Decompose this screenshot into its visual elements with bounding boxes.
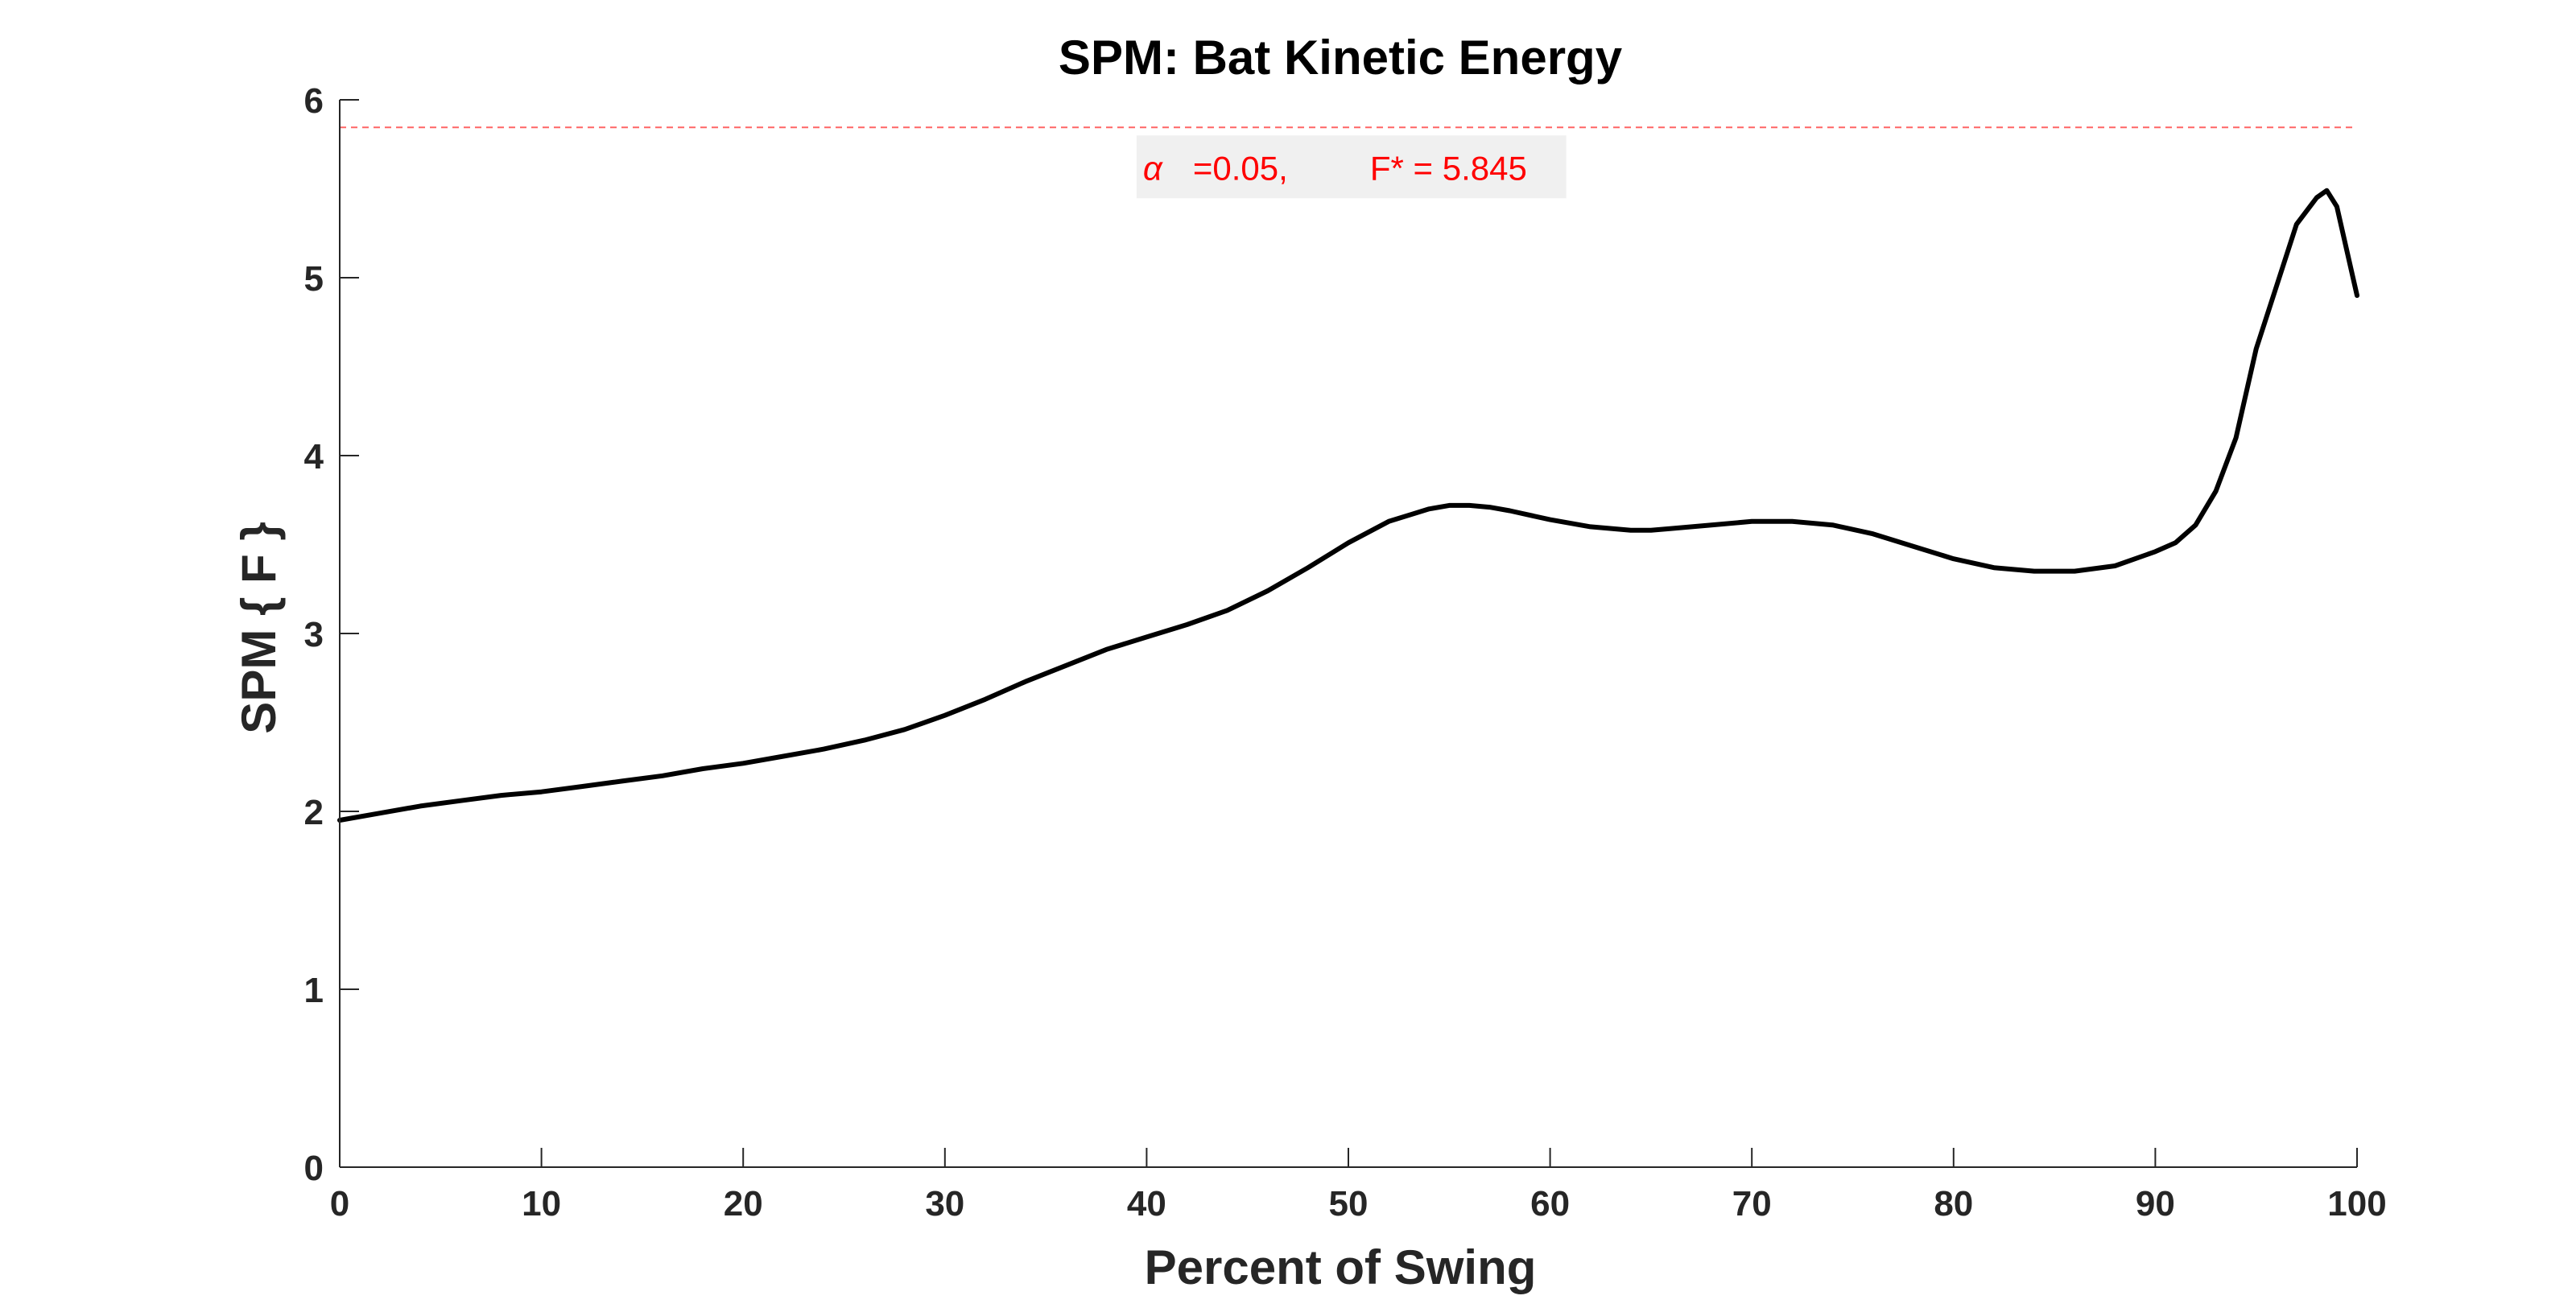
threshold-f-value: F* = 5.845 bbox=[1370, 149, 1527, 187]
x-tick-label: 60 bbox=[1530, 1184, 1570, 1224]
threshold-alpha-value: =0.05, bbox=[1193, 149, 1288, 187]
x-tick-label: 30 bbox=[925, 1184, 964, 1224]
threshold-alpha-symbol: α bbox=[1143, 149, 1163, 187]
x-tick-label: 80 bbox=[1934, 1184, 1973, 1224]
y-tick-label: 6 bbox=[304, 81, 324, 121]
x-tick-label: 10 bbox=[522, 1184, 561, 1224]
threshold-label-background bbox=[1136, 135, 1567, 199]
ticks-group: 0 10 20 30 40 50 60 70 80 90 100 0 1 2 3 4 5 6 bbox=[304, 81, 2387, 1224]
y-tick-label: 2 bbox=[304, 793, 324, 832]
chart-title: SPM: Bat Kinetic Energy bbox=[1059, 31, 1623, 85]
y-tick-label: 1 bbox=[304, 971, 324, 1010]
y-tick-label: 4 bbox=[304, 437, 324, 477]
x-tick-label: 20 bbox=[724, 1184, 763, 1224]
y-axis-label: SPM { F } bbox=[232, 522, 286, 733]
x-tick-label: 0 bbox=[330, 1184, 349, 1224]
y-tick-label: 3 bbox=[304, 615, 324, 654]
series-group bbox=[337, 188, 2359, 823]
threshold-group: α =0.05, F* = 5.845 bbox=[340, 126, 2357, 199]
x-axis-label: Percent of Swing bbox=[1145, 1240, 1537, 1294]
x-tick-label: 50 bbox=[1329, 1184, 1368, 1224]
y-tick-label: 5 bbox=[304, 259, 324, 299]
x-tick-label: 40 bbox=[1127, 1184, 1166, 1224]
x-tick-label: 100 bbox=[2327, 1184, 2386, 1224]
y-tick-label: 0 bbox=[304, 1149, 324, 1188]
series-line-0 bbox=[337, 188, 2359, 823]
x-tick-label: 70 bbox=[1732, 1184, 1772, 1224]
axes-group bbox=[339, 100, 2357, 1168]
x-tick-label: 90 bbox=[2136, 1184, 2175, 1224]
